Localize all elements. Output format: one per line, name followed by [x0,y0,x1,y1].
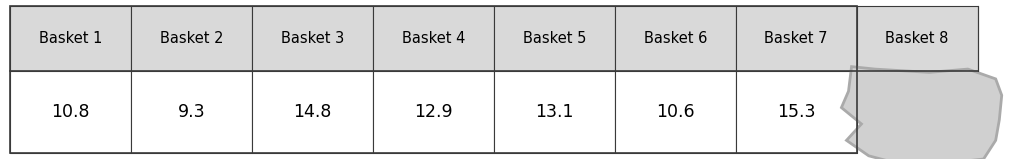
Bar [10,71,131,153]
Text: 12.9: 12.9 [414,103,453,121]
Bar [735,6,857,71]
Text: 10.6: 10.6 [655,103,695,121]
Bar [735,71,857,153]
Bar [373,6,494,71]
Bar [252,6,373,71]
Text: Basket 5: Basket 5 [523,31,586,46]
Bar [10,6,857,153]
Bar [615,71,735,153]
Text: 13.1: 13.1 [535,103,573,121]
Bar [494,71,615,153]
Bar [494,6,615,71]
Text: Basket 7: Basket 7 [765,31,828,46]
Text: 10.8: 10.8 [52,103,90,121]
Bar [252,71,373,153]
Bar [10,6,131,71]
Bar [615,6,735,71]
Text: Basket 6: Basket 6 [643,31,707,46]
Bar [131,6,252,71]
Polygon shape [842,67,1002,159]
Text: Basket 4: Basket 4 [402,31,465,46]
Text: 9.3: 9.3 [177,103,206,121]
Bar [373,71,494,153]
Text: Basket 3: Basket 3 [281,31,344,46]
Bar [131,71,252,153]
Text: 14.8: 14.8 [293,103,331,121]
Text: Basket 8: Basket 8 [885,31,949,46]
Text: 15.3: 15.3 [777,103,815,121]
Text: Basket 2: Basket 2 [160,31,223,46]
Bar [857,6,978,71]
Text: Basket 1: Basket 1 [38,31,102,46]
